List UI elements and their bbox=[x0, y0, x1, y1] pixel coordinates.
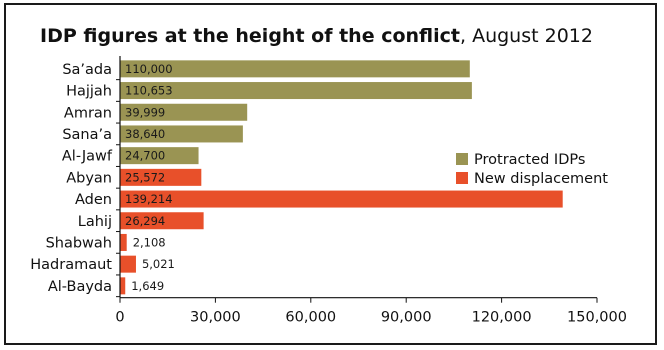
bar bbox=[120, 168, 202, 186]
bar bbox=[120, 82, 472, 100]
value-label: 26,294 bbox=[125, 214, 165, 228]
value-label: 38,640 bbox=[125, 127, 165, 141]
category-label: Amran bbox=[64, 105, 112, 121]
x-tick-label: 0 bbox=[115, 310, 124, 326]
x-tick-label: 90,000 bbox=[381, 310, 432, 326]
value-label: 2,108 bbox=[133, 235, 166, 249]
value-label: 110,653 bbox=[125, 84, 173, 98]
value-label: 1,649 bbox=[131, 279, 164, 293]
category-label: Sa’ada bbox=[62, 62, 112, 78]
bar bbox=[120, 125, 243, 143]
chart-title-main: IDP figures at the height of the conflic… bbox=[40, 25, 460, 47]
chart-title-sep: , bbox=[459, 25, 473, 47]
x-tick-label: 120,000 bbox=[472, 310, 532, 326]
bar bbox=[120, 190, 563, 208]
category-label: Aden bbox=[75, 192, 112, 208]
category-label: Al-Bayda bbox=[48, 279, 112, 295]
value-label: 39,999 bbox=[125, 105, 165, 119]
x-tick-label: 30,000 bbox=[190, 310, 241, 326]
category-label: Sana’a bbox=[62, 127, 112, 143]
bar bbox=[120, 233, 127, 251]
category-label: Hajjah bbox=[66, 84, 112, 100]
chart-subtitle: August 2012 bbox=[472, 25, 593, 47]
chart-title: IDP figures at the height of the conflic… bbox=[40, 25, 593, 47]
bar bbox=[120, 60, 470, 78]
bar bbox=[120, 255, 136, 273]
value-label: 139,214 bbox=[125, 192, 173, 206]
legend-swatch bbox=[456, 153, 468, 165]
bar bbox=[120, 147, 199, 165]
value-label: 5,021 bbox=[142, 257, 175, 271]
x-tick-label: 60,000 bbox=[285, 310, 336, 326]
chart-frame: IDP figures at the height of the conflic… bbox=[4, 3, 657, 345]
value-label: 24,700 bbox=[125, 149, 165, 163]
category-label: Lahij bbox=[78, 214, 112, 230]
category-label: Shabwah bbox=[46, 235, 112, 251]
x-tick-label: 150,000 bbox=[567, 310, 627, 326]
legend-label: Protracted IDPs bbox=[474, 152, 585, 168]
legend-swatch bbox=[456, 172, 468, 184]
value-label: 110,000 bbox=[125, 62, 173, 76]
category-label: Hadramaut bbox=[30, 257, 112, 273]
legend-label: New displacement bbox=[474, 171, 608, 187]
category-label: Abyan bbox=[66, 170, 112, 186]
value-label: 25,572 bbox=[125, 170, 165, 184]
bar bbox=[120, 103, 248, 121]
category-label: Al-Jawf bbox=[62, 149, 113, 165]
bar bbox=[120, 277, 126, 295]
bar bbox=[120, 212, 204, 230]
